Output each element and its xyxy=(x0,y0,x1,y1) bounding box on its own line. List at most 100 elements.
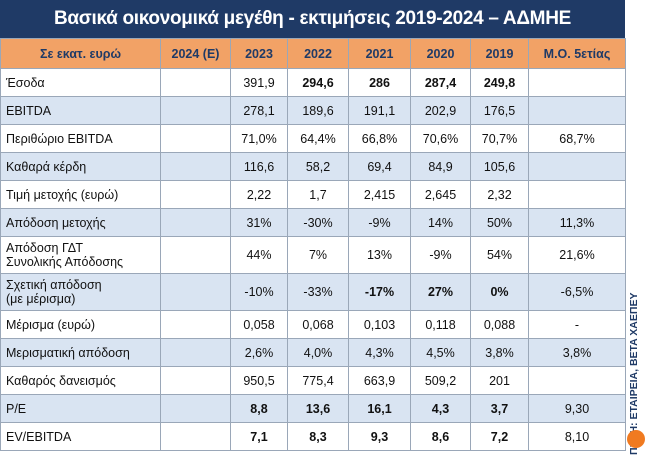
row-label: Σχετική απόδοση (με μέρισμα) xyxy=(0,273,161,311)
table-cell xyxy=(160,310,231,339)
column-header: 2023 xyxy=(230,38,288,69)
column-header: 2024 (Ε) xyxy=(160,38,231,69)
table-cell: 13,6 xyxy=(287,394,349,423)
table-cell: 14% xyxy=(410,208,471,237)
row-label: Απόδοση ΓΔΤ Συνολικής Απόδοσης xyxy=(0,236,161,274)
source-note: ΠΗΓΗ: ΕΤΑΙΡΕΙΑ, BETA ΧΑΕΠΕΥ xyxy=(628,292,640,455)
table-cell: 1,7 xyxy=(287,180,349,209)
table-cell: 950,5 xyxy=(230,366,288,395)
table-cell: 176,5 xyxy=(470,96,529,125)
table-row: Τιμή μετοχής (ευρώ) 2,22 1,7 2,415 2,645 2,32 xyxy=(0,180,626,209)
table-cell: -10% xyxy=(230,273,288,311)
row-label: P/E xyxy=(0,394,161,423)
table-cell: 11,3% xyxy=(528,208,626,237)
logo xyxy=(627,430,645,448)
header-row: Σε εκατ. ευρώ 2024 (Ε) 2023 2022 2021 2020 201… xyxy=(0,38,626,69)
data-table: Σε εκατ. ευρώ 2024 (Ε) 2023 2022 2021 2020 201… xyxy=(0,38,626,451)
table-cell: - xyxy=(528,310,626,339)
table-cell: 189,6 xyxy=(287,96,349,125)
table-cell: 8,6 xyxy=(410,422,471,451)
table-cell: 4,3% xyxy=(348,338,411,367)
table-cell: 69,4 xyxy=(348,152,411,181)
table-row: Περιθώριο EBITDA 71,0% 64,4% 66,8% 70,6% 70,7… xyxy=(0,124,626,153)
table-cell: 2,415 xyxy=(348,180,411,209)
table-cell xyxy=(528,180,626,209)
table-cell: 2,22 xyxy=(230,180,288,209)
table-cell: 0,088 xyxy=(470,310,529,339)
table-cell: 70,6% xyxy=(410,124,471,153)
table-cell: 3,8% xyxy=(528,338,626,367)
column-header: 2020 xyxy=(410,38,471,69)
table-cell: 775,4 xyxy=(287,366,349,395)
table-cell: 202,9 xyxy=(410,96,471,125)
row-label: Τιμή μετοχής (ευρώ) xyxy=(0,180,161,209)
table-cell: 4,0% xyxy=(287,338,349,367)
table-cell: 31% xyxy=(230,208,288,237)
table-cell: 7% xyxy=(287,236,349,274)
table-cell: 13% xyxy=(348,236,411,274)
table-cell: 21,6% xyxy=(528,236,626,274)
table-cell: 0,103 xyxy=(348,310,411,339)
table-row: Έσοδα 391,9 294,6 286 287,4 249,8 xyxy=(0,68,626,97)
table-cell: 2,32 xyxy=(470,180,529,209)
table-cell xyxy=(528,96,626,125)
table-cell: -9% xyxy=(348,208,411,237)
table-row: Απόδοση μετοχής 31% -30% -9% 14% 50% 11,3% xyxy=(0,208,626,237)
table-cell: 58,2 xyxy=(287,152,349,181)
table-cell: 64,4% xyxy=(287,124,349,153)
table-cell: 286 xyxy=(348,68,411,97)
table-cell xyxy=(160,366,231,395)
table-cell: 70,7% xyxy=(470,124,529,153)
row-label: Μέρισμα (ευρώ) xyxy=(0,310,161,339)
row-label: Μερισματική απόδοση xyxy=(0,338,161,367)
row-label: Καθαρός δανεισμός xyxy=(0,366,161,395)
table-row: Καθαρά κέρδη 116,6 58,2 69,4 84,9 105,6 xyxy=(0,152,626,181)
table-cell: 44% xyxy=(230,236,288,274)
table-cell: 3,7 xyxy=(470,394,529,423)
table-row: EBITDA 278,1 189,6 191,1 202,9 176,5 xyxy=(0,96,626,125)
row-label: Έσοδα xyxy=(0,68,161,97)
table-row: Μερισματική απόδοση 2,6% 4,0% 4,3% 4,5% 3,8% 3… xyxy=(0,338,626,367)
table-row: Απόδοση ΓΔΤ Συνολικής Απόδοσης 44% 7% 13% -9… xyxy=(0,236,626,274)
table-cell: -6,5% xyxy=(528,273,626,311)
table-cell: 105,6 xyxy=(470,152,529,181)
table-cell: 71,0% xyxy=(230,124,288,153)
table-cell xyxy=(160,422,231,451)
column-header: 2022 xyxy=(287,38,349,69)
table-cell: 294,6 xyxy=(287,68,349,97)
table-cell: 4,3 xyxy=(410,394,471,423)
table-cell xyxy=(160,338,231,367)
row-label: Περιθώριο EBITDA xyxy=(0,124,161,153)
table-cell: 7,2 xyxy=(470,422,529,451)
table-cell: 8,8 xyxy=(230,394,288,423)
table-row: EV/EBITDA 7,1 8,3 9,3 8,6 7,2 8,10 xyxy=(0,422,626,451)
table-cell: 54% xyxy=(470,236,529,274)
column-header: Μ.Ο. 5ετίας xyxy=(528,38,626,69)
table-cell: 4,5% xyxy=(410,338,471,367)
row-label: Καθαρά κέρδη xyxy=(0,152,161,181)
table-cell: 66,8% xyxy=(348,124,411,153)
table-cell: 278,1 xyxy=(230,96,288,125)
column-header: Σε εκατ. ευρώ xyxy=(0,38,161,69)
table-cell: 50% xyxy=(470,208,529,237)
table-cell: -17% xyxy=(348,273,411,311)
table-cell: 2,645 xyxy=(410,180,471,209)
table-cell xyxy=(160,180,231,209)
table-cell xyxy=(160,208,231,237)
table-cell: -30% xyxy=(287,208,349,237)
table-cell: 9,3 xyxy=(348,422,411,451)
table-cell xyxy=(160,273,231,311)
table-cell: 0,118 xyxy=(410,310,471,339)
row-label: Απόδοση μετοχής xyxy=(0,208,161,237)
table-cell: 2,6% xyxy=(230,338,288,367)
table-cell: 391,9 xyxy=(230,68,288,97)
table-cell: 0,068 xyxy=(287,310,349,339)
table-cell: 27% xyxy=(410,273,471,311)
table-cell: 509,2 xyxy=(410,366,471,395)
table-cell: 68,7% xyxy=(528,124,626,153)
table-cell: 201 xyxy=(470,366,529,395)
table-cell: 16,1 xyxy=(348,394,411,423)
table-cell: 0% xyxy=(470,273,529,311)
table-row: P/E 8,8 13,6 16,1 4,3 3,7 9,30 xyxy=(0,394,626,423)
